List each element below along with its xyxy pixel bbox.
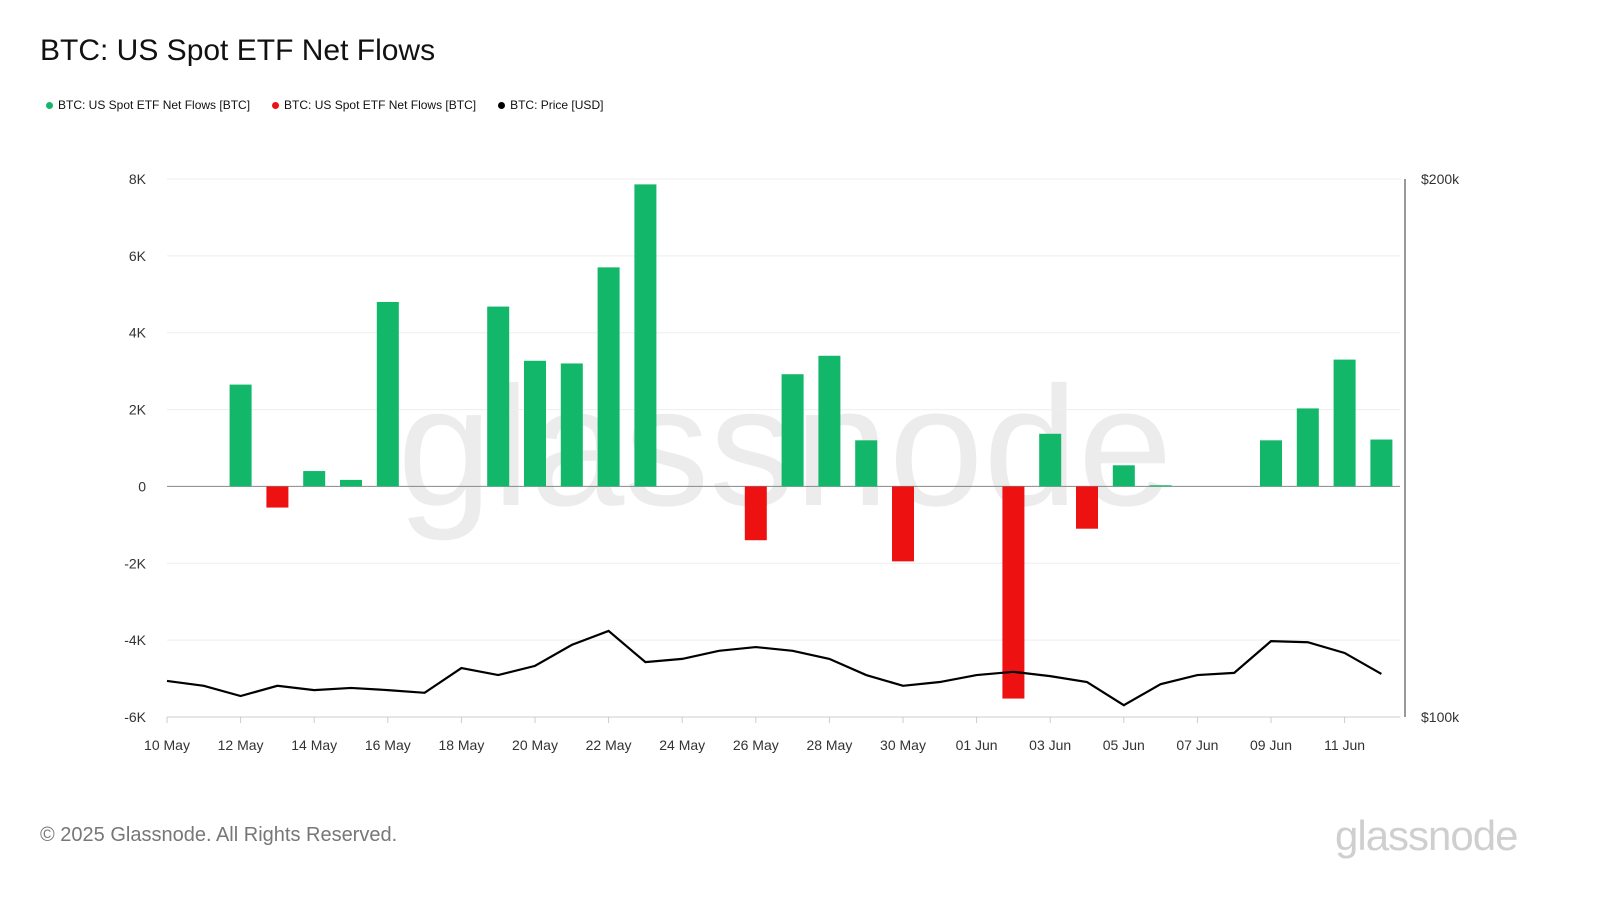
inflow-bar [1260,440,1282,487]
inflow-bar [1149,485,1172,487]
price-line [166,629,1382,707]
inflow-bar [1333,359,1356,487]
inflow-bar [340,479,362,487]
x-tick-label: 24 May [659,737,705,753]
black-dot-icon [498,101,506,109]
y-tick-label: 4K [129,325,147,341]
legend-label: BTC: US Spot ETF Net Flows [BTC] [284,98,477,112]
inflow-bar [303,471,326,487]
x-tick-label: 20 May [512,737,558,753]
x-tick-label: 11 Jun [1324,737,1365,753]
inflow-bar [1296,408,1319,487]
inflow-bar [524,360,546,487]
x-tick-label: 16 May [365,737,411,753]
inflow-bar [376,301,399,487]
x-tick-label: 07 Jun [1176,737,1218,753]
copyright-footer: © 2025 Glassnode. All Rights Reserved. [40,824,398,846]
outflow-bar [744,486,767,541]
x-tick-label: 10 May [144,737,190,753]
chart-title: BTC: US Spot ETF Net Flows [40,34,436,67]
legend: BTC: US Spot ETF Net Flows [BTC] BTC: US… [46,98,603,112]
inflow-bar [229,384,252,487]
green-dot-icon [46,101,53,109]
y-right-tick-label: $200k [1421,171,1460,187]
x-tick-label: 30 May [880,737,926,753]
inflow-bar [560,363,583,487]
x-tick-label: 01 Jun [956,737,998,753]
legend-label: BTC: Price [USD] [510,98,604,112]
inflow-bar [1039,433,1062,487]
inflow-bar [1370,439,1393,487]
inflow-bar [487,306,510,487]
x-tick-label: 12 May [218,737,264,753]
x-tick-label: 05 Jun [1103,737,1145,753]
glassnode-logo: glassnode [1335,812,1518,859]
outflow-bar [892,486,914,562]
outflow-bar [266,486,289,508]
legend-item-inflows[interactable]: BTC: US Spot ETF Net Flows [BTC] [46,98,250,112]
x-tick-label: 26 May [733,737,779,753]
inflow-bar [781,374,804,487]
x-tick-label: 03 Jun [1029,737,1071,753]
x-tick-label: 09 Jun [1250,737,1292,753]
x-tick-label: 28 May [806,737,852,753]
legend-item-price[interactable]: BTC: Price [USD] [498,98,603,112]
outflow-bar [1002,486,1025,699]
y-tick-label: -6K [124,709,146,725]
inflow-bar [634,184,657,487]
y-tick-label: 0 [138,478,146,494]
y-tick-label: 8K [129,171,147,187]
x-tick-label: 14 May [291,737,337,753]
red-dot-icon [272,101,280,109]
inflow-bar [818,355,841,487]
x-tick-label: 18 May [438,737,484,753]
x-tick-label: 22 May [586,737,632,753]
y-tick-label: -2K [124,555,146,571]
y-tick-label: -4K [124,632,146,648]
inflow-bar [1112,465,1135,487]
y-tick-label: 6K [129,248,147,264]
y-right-tick-label: $100k [1421,709,1460,725]
outflow-bar [1076,486,1098,529]
y-tick-label: 2K [129,402,147,418]
legend-label: BTC: US Spot ETF Net Flows [BTC] [58,98,251,112]
inflow-bar [597,267,620,487]
inflow-bar [855,440,878,487]
legend-item-outflows[interactable]: BTC: US Spot ETF Net Flows [BTC] [272,98,476,112]
